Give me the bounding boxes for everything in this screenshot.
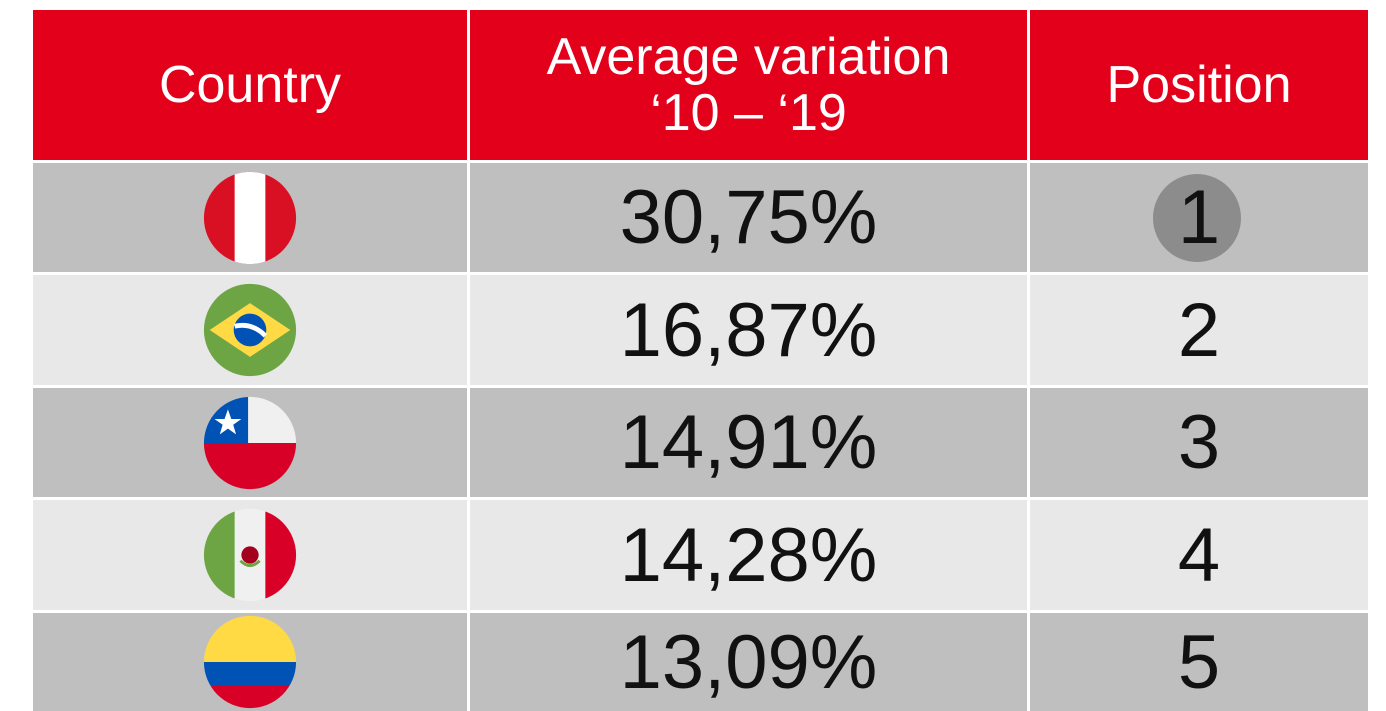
country-cell xyxy=(33,163,467,272)
position-value: 1 xyxy=(1177,175,1221,260)
header-variation: Average variation ‘10 – ‘19 xyxy=(470,10,1027,160)
header-text: Country xyxy=(158,56,342,114)
position-value: 2 xyxy=(1177,287,1221,373)
country-cell xyxy=(33,275,467,385)
flag-chile xyxy=(203,396,297,489)
position-cell: 2 xyxy=(1030,275,1368,385)
header-country: Country xyxy=(33,10,467,160)
flag-brazil xyxy=(203,283,297,377)
position-cell: 3 xyxy=(1030,388,1368,497)
country-cell xyxy=(33,613,467,711)
variation-value: 30,75% xyxy=(619,175,878,260)
variation-value: 16,87% xyxy=(619,287,878,373)
flag-peru xyxy=(203,171,297,264)
position-cell: 1 xyxy=(1030,163,1368,272)
variation-cell: 30,75% xyxy=(470,163,1027,272)
position-cell: 5 xyxy=(1030,613,1368,711)
position-value: 5 xyxy=(1177,619,1221,705)
variation-value: 14,91% xyxy=(619,400,878,485)
flag-mexico xyxy=(203,508,297,602)
header-text: Average variation xyxy=(546,28,951,86)
position-badge xyxy=(1153,174,1241,262)
variation-value: 13,09% xyxy=(619,619,878,705)
variation-cell: 13,09% xyxy=(470,613,1027,711)
header-position: Position xyxy=(1030,10,1368,160)
country-cell xyxy=(33,500,467,610)
variation-cell: 14,28% xyxy=(470,500,1027,610)
variation-cell: 16,87% xyxy=(470,275,1027,385)
variation-cell: 14,91% xyxy=(470,388,1027,497)
header-text: ‘10 – ‘19 xyxy=(650,84,847,142)
country-cell xyxy=(33,388,467,497)
position-value: 3 xyxy=(1177,400,1221,485)
header-text: Position xyxy=(1106,56,1292,114)
variation-value: 14,28% xyxy=(619,512,878,598)
position-value: 4 xyxy=(1177,512,1221,598)
position-cell: 4 xyxy=(1030,500,1368,610)
flag-colombia xyxy=(203,615,297,709)
